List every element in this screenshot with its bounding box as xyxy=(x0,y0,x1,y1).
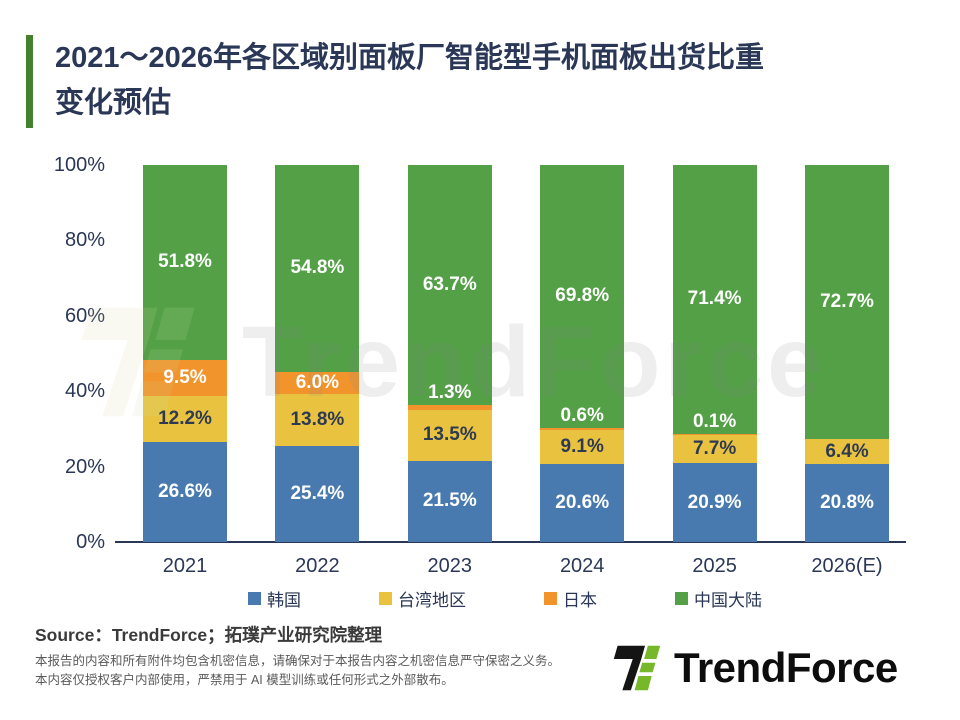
trendforce-logo: TrendForce xyxy=(610,641,898,695)
source-text: Source：TrendForce；拓璞产业研究院整理 xyxy=(35,625,383,645)
y-axis-tick: 20% xyxy=(64,455,105,478)
bar-segment-韩国 xyxy=(540,464,625,542)
bar-column-2024 xyxy=(540,164,625,542)
disclaimer: 本报告的内容和所有附件均包含机密信息，请确保对于本报告内容之机密信息严守保密之义… xyxy=(35,652,560,690)
segment-label-台湾地区: 9.1% xyxy=(560,436,604,458)
bar-segment-台湾地区 xyxy=(805,439,889,464)
segment-label-日本: 0.6% xyxy=(560,404,604,426)
page-title: 2021～2026年各区域别面板厂智能型手机面板出货比重 变化预估 xyxy=(55,36,935,126)
bar-segment-台湾地区 xyxy=(143,395,227,442)
bar-segment-中国大陆 xyxy=(805,165,889,440)
bar-segment-台湾地区 xyxy=(540,430,625,465)
bar-segment-台湾地区 xyxy=(407,410,492,461)
segment-label-台湾地区: 13.8% xyxy=(290,409,345,431)
segment-label-中国大陆: 72.7% xyxy=(820,291,874,313)
bar-column-2022 xyxy=(275,165,360,542)
legend-label: 台湾地区 xyxy=(398,591,466,610)
bar-segment-台湾地区 xyxy=(275,394,360,447)
segment-label-中国大陆: 71.4% xyxy=(687,288,742,310)
segment-label-日本: 6.0% xyxy=(295,371,340,393)
segment-label-韩国: 21.5% xyxy=(422,490,477,512)
segment-label-韩国: 25.4% xyxy=(290,483,345,505)
y-axis-tick: 40% xyxy=(64,380,105,403)
bar-segment-韩国 xyxy=(805,463,889,542)
bar-segment-韩国 xyxy=(275,446,360,542)
legend-item-韩国: 韩国 xyxy=(248,586,301,611)
x-axis-label-2024: 2024 xyxy=(559,555,605,577)
bar-column-2025 xyxy=(672,164,757,542)
bar-segment-日本 xyxy=(275,371,360,395)
legend-swatch-icon xyxy=(379,592,392,605)
page-title-line1: 2021～2026年各区域别面板厂智能型手机面板出货比重 xyxy=(55,42,765,74)
segment-label-韩国: 26.6% xyxy=(158,480,212,502)
segment-label-日本: 9.5% xyxy=(163,366,207,388)
bar-column-2023 xyxy=(407,165,492,542)
y-axis-tick: 80% xyxy=(64,229,105,252)
segment-label-台湾地区: 13.5% xyxy=(422,424,477,446)
x-axis-line xyxy=(115,541,906,543)
trendforce-logo-icon xyxy=(613,645,661,691)
bar-segment-中国大陆 xyxy=(540,164,625,428)
bar-segment-中国大陆 xyxy=(407,165,492,406)
legend-label: 日本 xyxy=(563,591,597,610)
legend-swatch-icon xyxy=(248,592,261,605)
x-axis-label-2023: 2023 xyxy=(427,555,473,577)
bar-segment-日本 xyxy=(540,427,625,431)
bar-segment-韩国 xyxy=(407,460,492,542)
bar-segment-台湾地区 xyxy=(672,434,757,464)
bar-column-2021 xyxy=(143,164,227,542)
bar-segment-日本 xyxy=(143,359,227,396)
segment-label-中国大陆: 51.8% xyxy=(158,251,212,273)
bar-column-2026(E) xyxy=(805,165,889,542)
legend-label: 中国大陆 xyxy=(694,591,762,610)
legend-item-日本: 日本 xyxy=(544,586,597,611)
segment-label-中国大陆: 69.8% xyxy=(555,285,610,307)
page-title-line2: 变化预估 xyxy=(55,87,172,119)
x-axis-label-2022: 2022 xyxy=(295,555,340,577)
disclaimer-line-1: 本报告的内容和所有附件均包含机密信息，请确保对于本报告内容之机密信息严守保密之义… xyxy=(35,654,561,668)
segment-label-日本: 1.3% xyxy=(428,382,472,404)
stacked-bar-chart: 0% 20% 40% 60% 80% 100% TrendForce 26.6% 12.2%… xyxy=(0,150,960,615)
legend-swatch-icon xyxy=(544,592,557,605)
bar-segment-中国大陆 xyxy=(672,164,757,434)
legend: 韩国 台湾地区 日本 中国大陆 xyxy=(248,586,762,611)
segment-label-韩国: 20.8% xyxy=(820,491,874,513)
segment-label-中国大陆: 54.8% xyxy=(290,257,345,279)
segment-label-韩国: 20.6% xyxy=(555,492,610,514)
segment-label-日本: 0.1% xyxy=(692,410,737,432)
legend-item-中国大陆: 中国大陆 xyxy=(675,586,762,611)
segment-label-台湾地区: 7.7% xyxy=(692,437,737,459)
segment-label-韩国: 20.9% xyxy=(687,491,742,513)
legend-swatch-icon xyxy=(675,592,688,605)
segment-label-中国大陆: 63.7% xyxy=(422,274,477,296)
bar-segment-韩国 xyxy=(143,441,227,542)
bar-segment-日本 xyxy=(407,405,492,411)
x-axis-label-2021: 2021 xyxy=(162,555,208,577)
legend-label: 韩国 xyxy=(267,591,301,610)
segment-label-台湾地区: 12.2% xyxy=(158,407,212,429)
x-axis-label-2026(E): 2026(E) xyxy=(811,555,883,577)
y-axis-tick: 100% xyxy=(53,154,105,176)
segment-label-台湾地区: 6.4% xyxy=(825,440,869,462)
y-axis-tick: 0% xyxy=(76,531,105,553)
disclaimer-line-2: 本内容仅授权客户内部使用，严禁用于 AI 模型训练或任何形式之外部散布。 xyxy=(35,673,454,687)
y-axis-tick: 60% xyxy=(64,304,105,327)
bar-segment-韩国 xyxy=(672,463,757,542)
bar-segment-中国大陆 xyxy=(143,164,227,360)
trendforce-logo-text: TrendForce xyxy=(674,644,898,691)
x-axis-label-2025: 2025 xyxy=(692,555,737,577)
legend-item-台湾地区: 台湾地区 xyxy=(379,586,466,611)
bar-segment-中国大陆 xyxy=(275,165,360,372)
title-accent-bar xyxy=(26,35,33,128)
